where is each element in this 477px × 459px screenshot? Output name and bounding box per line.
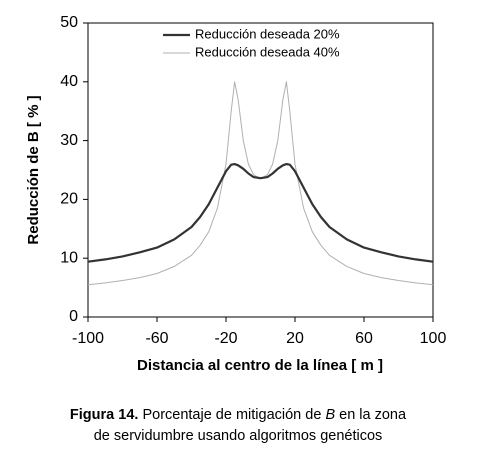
y-tick-label: 40 [60, 73, 78, 90]
caption-italic: B [325, 407, 335, 423]
caption-label: Figura 14. [70, 407, 139, 423]
caption-line: de servidumbre usando algoritmos genétic… [94, 428, 383, 444]
data-line [87, 81, 434, 286]
y-tick-label: 20 [60, 191, 78, 208]
x-tick-label: -60 [145, 330, 168, 347]
y-tick-label: 10 [60, 249, 78, 266]
caption-text: en la zona [335, 407, 407, 423]
caption-text: Porcentaje de mitigación de [142, 407, 325, 423]
caption: Figura 14. Porcentaje de mitigación de B… [70, 407, 407, 423]
x-tick-label: 20 [286, 330, 304, 347]
x-tick-label: -20 [214, 330, 237, 347]
x-tick-label: 100 [420, 330, 447, 347]
y-tick-label: 30 [60, 132, 78, 149]
legend-label: Reducción deseada 20% [195, 26, 340, 41]
y-tick-label: 0 [69, 308, 78, 325]
y-axis-label: Reducción de B [ % ] [25, 95, 42, 244]
data-line [87, 163, 434, 263]
x-tick-label: 60 [355, 330, 373, 347]
x-axis-label: Distancia al centro de la línea [ m ] [137, 357, 383, 374]
plot-frame [87, 22, 434, 318]
y-tick-label: 50 [60, 14, 78, 31]
x-tick-label: -100 [72, 330, 104, 347]
legend-label: Reducción deseada 40% [195, 44, 340, 59]
